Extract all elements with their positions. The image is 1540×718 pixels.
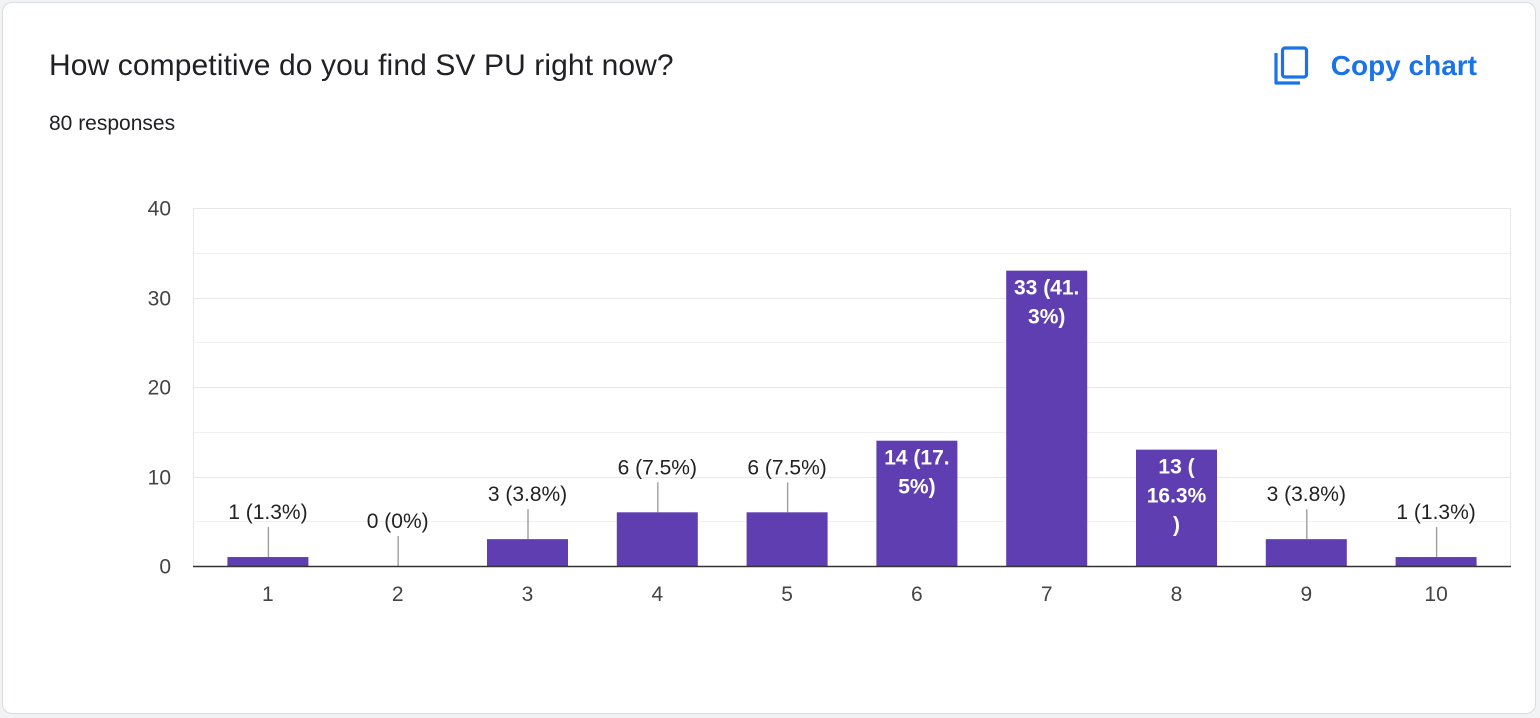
y-tick-label: 0: [159, 556, 171, 579]
data-label: 13 (: [1158, 456, 1194, 479]
data-label: 3 (3.8%): [1267, 483, 1346, 506]
bar: [876, 440, 958, 566]
copy-chart-label: Copy chart: [1330, 50, 1477, 81]
data-label: 16.3%: [1147, 485, 1207, 508]
x-tick-label: 1: [262, 583, 274, 606]
bar: [1136, 449, 1217, 566]
data-label: 3 (3.8%): [488, 483, 567, 506]
x-tick-label: 9: [1300, 583, 1312, 606]
data-label: 1 (1.3%): [1396, 501, 1475, 524]
copy-icon: [1274, 46, 1308, 85]
x-tick-label: 2: [392, 583, 404, 606]
y-tick-label: 30: [148, 288, 171, 311]
bar-chart: 0 10 20 30 40 1 (1.3%) 1 0 (0%) 2 3 (3.8%) 3 6 (7.5…: [148, 198, 1511, 606]
bar: [1265, 539, 1347, 566]
copy-chart-button[interactable]: Copy chart: [1269, 41, 1481, 91]
x-tick-label: 3: [522, 583, 534, 606]
bar: [1395, 557, 1477, 566]
data-label: 6 (7.5%): [618, 456, 697, 479]
x-tick-label: 10: [1424, 583, 1447, 606]
x-tick-label: 6: [911, 583, 923, 606]
data-label: 14 (17.: [884, 447, 949, 470]
x-tick-label: 7: [1041, 583, 1053, 606]
data-label: ): [1173, 514, 1180, 537]
y-tick-label: 10: [148, 467, 171, 490]
data-label: 6 (7.5%): [747, 456, 826, 479]
bar: [616, 512, 698, 566]
bar: [746, 512, 828, 566]
data-label: 33 (41.: [1014, 277, 1079, 300]
bar: [487, 539, 568, 566]
x-tick-label: 8: [1171, 583, 1183, 606]
response-count: 80 responses: [49, 112, 176, 135]
question-title: How competitive do you find SV PU right …: [49, 49, 674, 82]
bar: [1006, 270, 1088, 566]
data-label: 5%): [898, 476, 935, 499]
y-tick-label: 40: [148, 198, 171, 221]
x-tick-label: 5: [781, 583, 793, 606]
y-tick-label: 20: [148, 377, 171, 400]
data-label: 3%): [1028, 306, 1065, 329]
x-tick-label: 4: [651, 583, 663, 606]
data-label: 1 (1.3%): [228, 501, 307, 524]
data-label: 0 (0%): [367, 510, 429, 533]
bar: [227, 557, 309, 566]
